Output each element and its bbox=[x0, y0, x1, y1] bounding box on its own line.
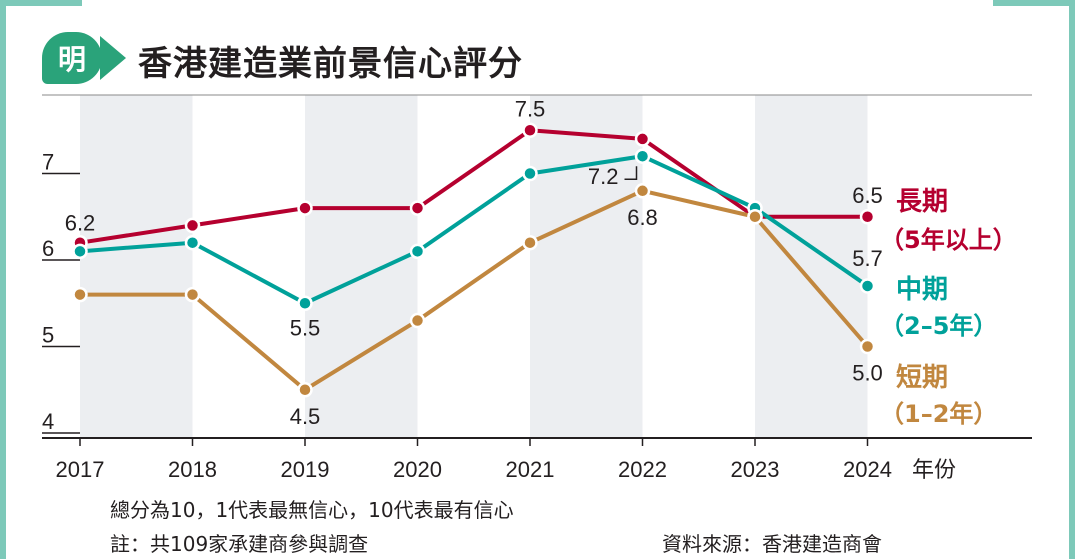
band-2021 bbox=[530, 95, 643, 438]
band-2017 bbox=[80, 95, 193, 438]
y-tick-label-4: 4 bbox=[42, 409, 54, 434]
point-1-2018 bbox=[184, 234, 201, 251]
point-2-2022 bbox=[634, 183, 651, 199]
point-0-2021 bbox=[522, 122, 538, 138]
point-1-2022 bbox=[634, 148, 651, 164]
point-1-2021 bbox=[522, 165, 538, 182]
point-1-2019 bbox=[297, 295, 313, 311]
y-tick-label-5: 5 bbox=[42, 323, 54, 348]
band-2019 bbox=[305, 95, 418, 438]
note-scoring: 總分為10，1代表最無信心，10代表最有信心 bbox=[110, 498, 514, 522]
x-tick-label-2024: 2024 bbox=[843, 457, 892, 482]
point-0-2022 bbox=[634, 131, 651, 147]
legend-label-2: 短期 bbox=[896, 363, 948, 393]
x-tick-label-2020: 2020 bbox=[393, 457, 442, 482]
frame-corner-left-side bbox=[0, 60, 6, 559]
legend-label-0: 長期 bbox=[896, 187, 948, 217]
legend-sublabel-1: （2–5年） bbox=[880, 312, 997, 340]
point-2-2019 bbox=[297, 382, 313, 398]
point-2-2021 bbox=[522, 234, 538, 251]
band-2023 bbox=[755, 95, 868, 438]
data-label-1-2022: 7.2 bbox=[588, 164, 619, 189]
data-label-2-2019: 4.5 bbox=[290, 404, 321, 429]
point-0-2020 bbox=[409, 200, 426, 216]
data-label-1-2024: 5.7 bbox=[852, 246, 883, 271]
x-tick-label-2021: 2021 bbox=[506, 457, 555, 482]
series-line-1 bbox=[79, 154, 869, 306]
x-axis-unit: 年份 bbox=[912, 458, 956, 483]
frame-corner-top-right bbox=[993, 0, 1075, 6]
logo-text: 明 bbox=[57, 43, 86, 76]
data-label-1-2019: 5.5 bbox=[290, 315, 321, 340]
header: 明 香港建造業前景信心評分 bbox=[42, 30, 1022, 94]
frame-corner-top-left bbox=[0, 0, 82, 6]
data-label-0-2024: 6.5 bbox=[852, 183, 883, 208]
note-source: 資料來源：香港建造商會 bbox=[662, 532, 882, 556]
point-1-2017 bbox=[72, 243, 88, 260]
x-tick-label-2019: 2019 bbox=[281, 457, 330, 482]
legend-sublabel-2: （1–2年） bbox=[880, 400, 997, 428]
data-label-0-2017: 6.2 bbox=[65, 211, 96, 236]
point-1-2020 bbox=[409, 243, 426, 260]
point-2-2024 bbox=[859, 338, 876, 355]
point-2-2018 bbox=[184, 286, 201, 303]
logo-arrow-icon bbox=[100, 36, 126, 80]
logo-badge: 明 bbox=[42, 32, 102, 84]
point-2-2020 bbox=[409, 312, 426, 329]
x-tick-label-2018: 2018 bbox=[168, 457, 217, 482]
series-line-2 bbox=[80, 188, 870, 392]
frame-corner-top-right-side bbox=[1069, 0, 1075, 60]
point-2-2023 bbox=[747, 209, 763, 225]
point-0-2019 bbox=[297, 200, 313, 216]
frame-corner-right-side bbox=[1069, 60, 1075, 559]
frame-corner-top-left-side bbox=[0, 0, 6, 60]
x-tick-label-2017: 2017 bbox=[56, 457, 105, 482]
x-tick-label-2022: 2022 bbox=[618, 457, 667, 482]
series-line-0 bbox=[79, 128, 868, 245]
point-1-2024 bbox=[859, 278, 876, 294]
data-label-leader-1-2022 bbox=[624, 166, 638, 180]
point-0-2024 bbox=[859, 209, 876, 225]
x-tick-label-2023: 2023 bbox=[731, 457, 780, 482]
data-label-2-2022: 6.8 bbox=[627, 205, 658, 230]
point-0-2018 bbox=[184, 217, 201, 234]
legend-sublabel-0: （5年以上） bbox=[880, 226, 1017, 254]
legend-label-1: 中期 bbox=[896, 275, 948, 305]
data-label-2-2024: 5.0 bbox=[852, 361, 883, 386]
point-2-2017 bbox=[72, 286, 88, 303]
y-tick-label-6: 6 bbox=[42, 236, 54, 261]
data-label-0-2021: 7.5 bbox=[515, 96, 546, 121]
note-respondents: 註：共109家承建商參與調查 bbox=[110, 532, 369, 556]
y-tick-label-7: 7 bbox=[42, 150, 54, 175]
chart-title: 香港建造業前景信心評分 bbox=[138, 44, 523, 84]
